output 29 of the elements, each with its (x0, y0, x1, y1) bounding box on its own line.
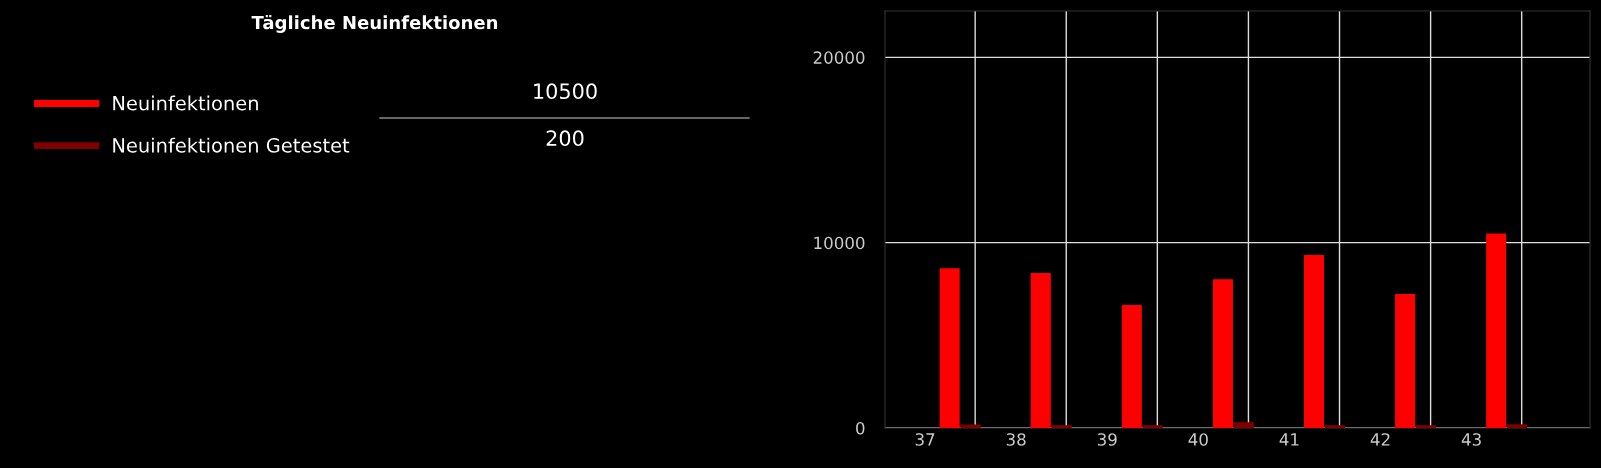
bar (1233, 422, 1254, 428)
bar (960, 424, 981, 428)
bar (1121, 305, 1142, 428)
bar (939, 268, 960, 428)
text: Tägliche Neuinfektionen (251, 15, 498, 33)
text: 10500 (534, 83, 597, 100)
bar (1416, 425, 1437, 428)
y-tick-label: 0 (856, 421, 865, 435)
bar (1051, 425, 1072, 428)
bar (1486, 233, 1507, 428)
bar (1212, 279, 1233, 428)
x-tick-label: 38 (1006, 433, 1026, 446)
x-tick-label: 43 (1461, 433, 1481, 446)
bar (1507, 424, 1528, 428)
bar (1324, 425, 1345, 428)
legend-label: Neuinfektionen Getestet (113, 137, 350, 153)
x-tick-label: 37 (915, 433, 935, 446)
text: 200 (546, 130, 584, 147)
bar (1303, 255, 1325, 428)
x-tick-label: 39 (1097, 433, 1117, 446)
x-tick-label: 42 (1370, 433, 1390, 446)
x-tick-label: 41 (1279, 433, 1299, 446)
legend-label: Neuinfektionen (113, 95, 258, 111)
y-tick-label: 10000 (814, 236, 865, 250)
bar (1030, 273, 1051, 428)
bar (1142, 425, 1163, 428)
x-tick-label: 40 (1188, 433, 1208, 446)
y-tick-label: 20000 (813, 51, 865, 64)
bar (1395, 294, 1416, 428)
